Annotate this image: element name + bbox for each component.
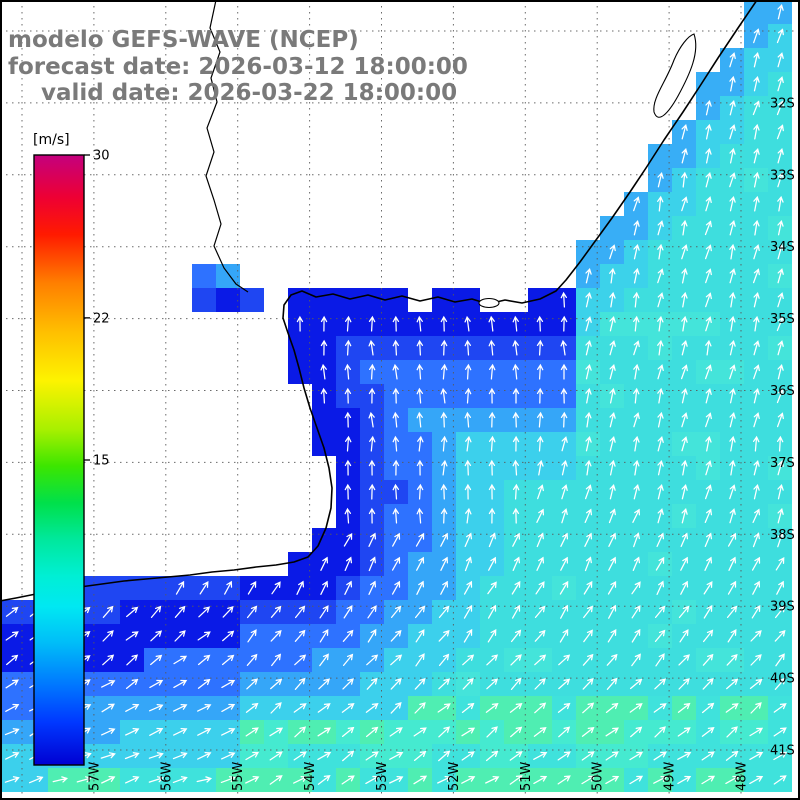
title-block: modelo GEFS-WAVE (NCEP) forecast date: 2… — [8, 27, 468, 106]
river-line — [205, 0, 249, 293]
lat-label: 32S — [770, 96, 795, 111]
lon-label: 48W — [735, 761, 750, 791]
colorbar-tick-label: 30 — [93, 149, 110, 164]
coastal-lagoon-outline — [653, 33, 697, 118]
colorbar-tick-label: 22 — [93, 311, 110, 326]
lon-label: 51W — [519, 761, 534, 791]
lat-label: 36S — [770, 384, 795, 399]
lat-label: 34S — [770, 240, 795, 255]
lon-label: 53W — [375, 761, 390, 791]
lon-label: 50W — [591, 761, 606, 791]
lat-label: 39S — [770, 600, 795, 615]
colorbar-gradient — [33, 154, 85, 766]
colorbar-unit-label: [m/s] — [33, 132, 70, 148]
small-lagoon — [478, 297, 500, 309]
lat-label: 33S — [770, 168, 795, 183]
lat-label: 40S — [770, 672, 795, 687]
lon-label: 49W — [663, 761, 678, 791]
coastline — [0, 0, 758, 602]
longitude-axis-labels: 57W 56W 55W 54W 53W 52W 51W 50W 49W 48W — [87, 761, 749, 791]
colorbar: [m/s] 30 22 15 — [33, 132, 110, 766]
forecast-date-line: forecast date: 2026-03-12 18:00:00 — [8, 54, 468, 80]
lat-label: 38S — [770, 528, 795, 543]
latitude-axis-labels: 32S 33S 34S 35S 36S 37S 38S 39S 40S 41S — [770, 96, 795, 758]
lat-label: 41S — [770, 744, 795, 759]
lon-label: 52W — [447, 761, 462, 791]
lon-label: 56W — [159, 761, 174, 791]
colorbar-ticks: 30 22 15 — [84, 149, 110, 469]
lat-label: 37S — [770, 456, 795, 471]
lon-label: 54W — [303, 761, 318, 791]
lon-label: 57W — [87, 761, 102, 791]
valid-date-line: valid date: 2026-03-22 18:00:00 — [41, 80, 457, 106]
lat-label: 35S — [770, 312, 795, 327]
lon-label: 55W — [231, 761, 246, 791]
model-title: modelo GEFS-WAVE (NCEP) — [8, 27, 359, 53]
colorbar-tick-label: 15 — [93, 454, 110, 469]
